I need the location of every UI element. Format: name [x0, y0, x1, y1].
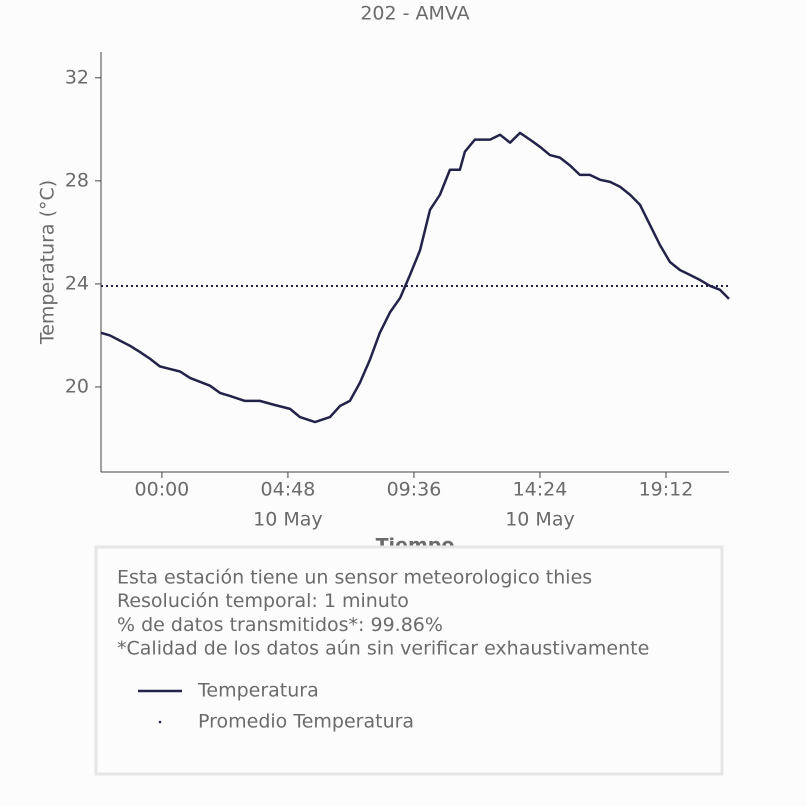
legend-label: Temperatura	[197, 680, 319, 702]
y-tick-label: 20	[65, 375, 89, 397]
data-line	[100, 131, 730, 424]
info-box	[94, 545, 724, 776]
x-tick-label: 04:48	[261, 479, 316, 501]
chart-title: 202 - AMVA	[360, 3, 469, 25]
y-tick-label: 32	[65, 66, 89, 88]
y-tick-label: 28	[65, 169, 89, 191]
info-text: Resolución temporal: 1 minuto	[117, 590, 409, 612]
x-tick-label: 09:36	[387, 479, 442, 501]
y-tick-label: 24	[65, 272, 89, 294]
info-text: Esta estación tiene un sensor meteorolog…	[117, 567, 592, 589]
info-text: % de datos transmitidos*: 99.86%	[117, 614, 443, 636]
x-tick-label: 14:24	[513, 479, 568, 501]
x-tick-date: 10 May	[253, 509, 323, 531]
info-text: *Calidad de los datos aún sin verificar …	[117, 638, 649, 660]
x-tick-label: 19:12	[639, 479, 694, 501]
y-axis-label: Temperatura (°C)	[37, 180, 59, 345]
legend-dot	[158, 720, 162, 724]
x-tick-date: 10 May	[505, 509, 575, 531]
legend-label: Promedio Temperatura	[198, 711, 414, 733]
x-tick-label: 00:00	[135, 479, 190, 501]
